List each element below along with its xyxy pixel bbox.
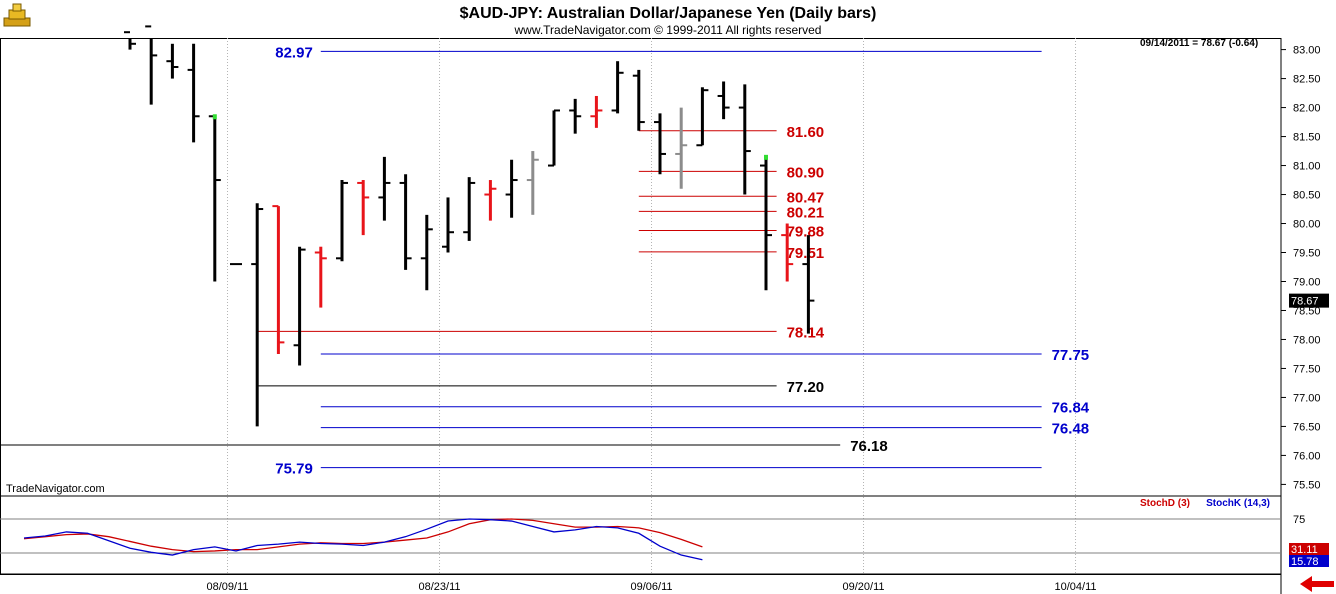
ohlc-bar [208, 115, 221, 282]
ohlc-bar [124, 31, 136, 50]
price-level-label: 80.21 [787, 204, 825, 221]
ohlc-bar [187, 43, 200, 143]
last-value-label: 78.67 [1291, 296, 1319, 308]
ohlc-bar [420, 214, 433, 291]
ohlc-bar [336, 180, 348, 262]
ohlc-bar [526, 151, 539, 215]
ohlc-bar [314, 246, 327, 308]
ohlc-bar [251, 203, 264, 427]
price-level-label: 76.84 [1052, 400, 1090, 417]
last-quote: 09/14/2011 = 78.67 (-0.64) [1140, 38, 1258, 49]
ohlc-bar [548, 109, 560, 167]
price-tick-label: 78.00 [1293, 334, 1321, 346]
ohlc-bar [166, 43, 179, 79]
ohlc-bar [654, 113, 666, 175]
ohlc-bar [484, 180, 497, 221]
price-tick-label: 81.00 [1293, 161, 1321, 173]
date-axis: 08/09/11 08/23/11 09/06/11 09/20/11 10/04/11 [207, 581, 1097, 593]
ohlc-bar [378, 156, 391, 221]
price-tick-label: 77.00 [1293, 392, 1321, 404]
ohlc-bar [293, 246, 306, 366]
price-tick-label: 77.50 [1293, 363, 1321, 375]
price-level-label: 79.51 [787, 245, 825, 262]
ohlc-bar [802, 235, 815, 334]
ohlc-bar [760, 156, 772, 291]
date-tick-label: 09/06/11 [631, 581, 673, 593]
price-tick-label: 82.00 [1293, 103, 1321, 115]
price-tick-label: 79.50 [1293, 248, 1321, 260]
signal-marker [764, 154, 768, 160]
ohlc-bar [357, 180, 370, 236]
price-tick-label: 75.50 [1293, 479, 1321, 491]
signal-marker [212, 114, 217, 120]
scroll-left-arrow-icon[interactable] [1300, 576, 1334, 592]
price-level-label: 75.79 [275, 461, 313, 478]
price-level-label: 79.88 [787, 223, 825, 240]
stoch-last-badge [1289, 555, 1329, 567]
price-tick-label: 79.00 [1293, 276, 1321, 288]
stoch-last-badge [1289, 543, 1329, 555]
ohlc-bar [442, 197, 454, 253]
price-grid [227, 38, 1077, 574]
price-level-label: 77.75 [1052, 347, 1090, 364]
price-level-label: 82.97 [275, 44, 313, 61]
price-tick-label: 78.50 [1293, 305, 1321, 317]
price-level-label: 80.90 [787, 164, 825, 181]
ohlc-bar [569, 98, 582, 134]
ohlc-bar [738, 84, 751, 195]
ohlc-bar [272, 205, 285, 354]
ohlc-bar [505, 159, 518, 218]
price-level-label: 76.48 [1052, 421, 1090, 438]
stoch-tick-label: 75 [1293, 514, 1305, 526]
last-value-badge [1289, 293, 1329, 308]
watermark: TradeNavigator.com [6, 483, 105, 495]
ohlc-bar [590, 95, 603, 128]
stoch-last-label: 15.78 [1291, 556, 1319, 568]
price-level-label: 76.18 [850, 438, 888, 455]
chart-subtitle: www.TradeNavigator.com © 1999-2011 All r… [514, 23, 822, 37]
chart-title: $AUD-JPY: Australian Dollar/Japanese Yen… [460, 5, 877, 22]
ohlc-bar [611, 61, 624, 114]
ohlc-bar [675, 107, 688, 189]
price-tick-label: 82.50 [1293, 74, 1321, 86]
price-tick-label: 76.00 [1293, 450, 1321, 462]
price-level-label: 77.20 [787, 379, 825, 396]
price-axis: 83.00 82.50 82.00 81.50 81.00 80.50 80.00 79.50… [1281, 45, 1329, 491]
price-tick-label: 83.00 [1293, 45, 1321, 57]
date-tick-label: 08/09/11 [207, 581, 249, 593]
ohlc-bar [399, 174, 412, 270]
price-level-label: 78.14 [787, 324, 825, 341]
stoch-legend-k: StochK (14,3) [1206, 498, 1270, 509]
stoch-line-1 [23, 518, 703, 561]
ohlc-bar [632, 69, 645, 131]
ohlc-bar [145, 25, 158, 105]
price-bars [124, 25, 815, 427]
date-tick-label: 08/23/11 [419, 581, 461, 593]
ohlc-bar [463, 177, 476, 241]
stoch-last-label: 31.11 [1291, 544, 1318, 556]
date-tick-label: 09/20/11 [843, 581, 885, 593]
price-level-label: 80.47 [787, 189, 825, 206]
date-tick-label: 10/04/11 [1055, 581, 1097, 593]
price-tick-label: 80.00 [1293, 219, 1321, 231]
ohlc-bar [781, 223, 794, 282]
chart-chrome [0, 38, 1282, 594]
stoch-legend-d: StochD (3) [1140, 498, 1190, 509]
price-level-label: 81.60 [787, 124, 825, 141]
trade-navigator-logo-icon [3, 3, 31, 27]
ohlc-bar [696, 87, 709, 147]
price-tick-label: 81.50 [1293, 132, 1321, 144]
price-tick-label: 76.50 [1293, 421, 1321, 433]
price-tick-label: 80.50 [1293, 190, 1321, 202]
ohlc-bar [717, 81, 730, 120]
